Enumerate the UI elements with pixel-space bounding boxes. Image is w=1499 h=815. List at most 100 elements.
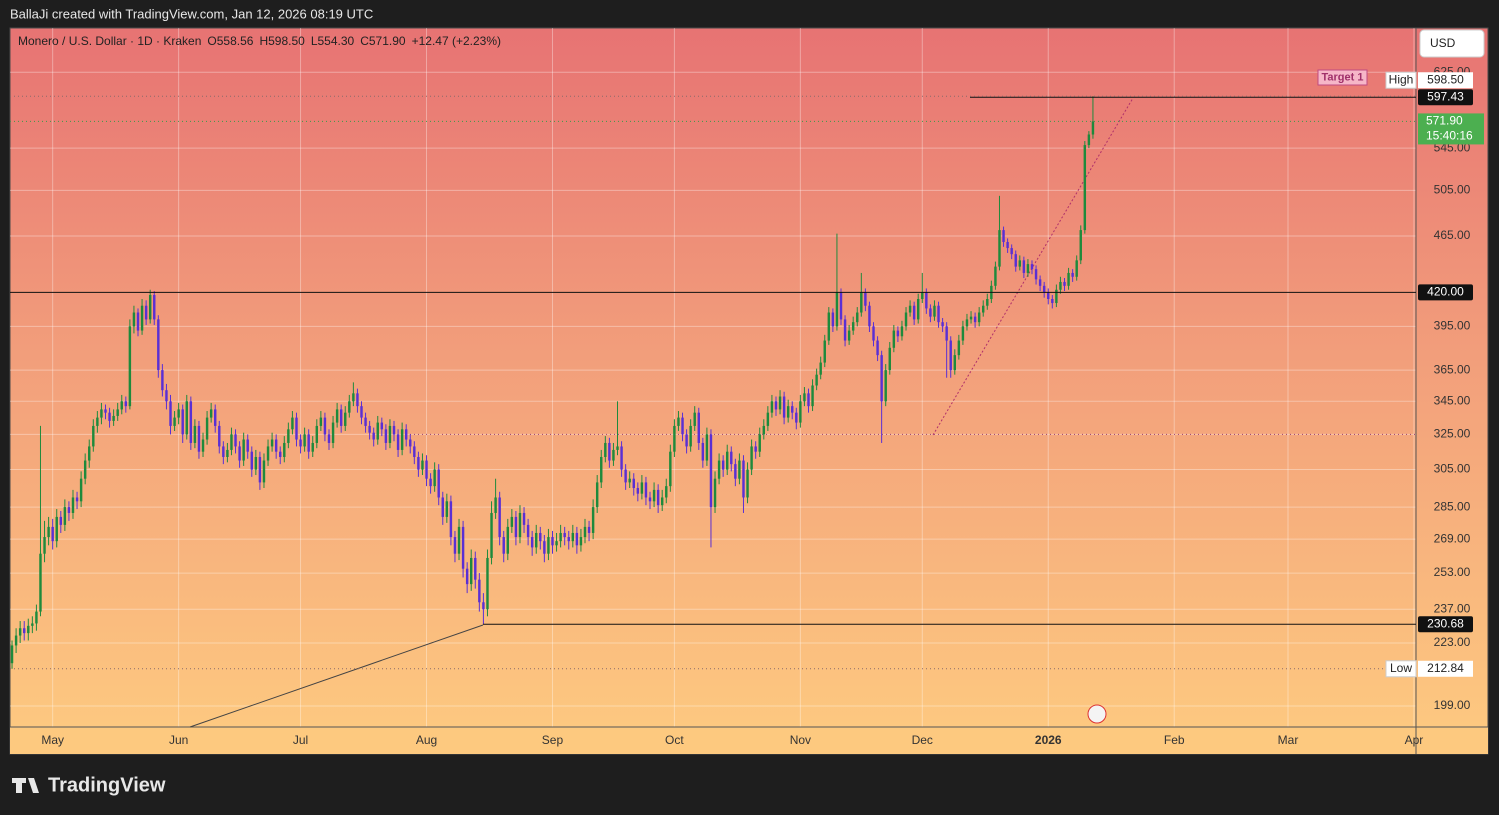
candle-body	[498, 497, 501, 538]
candle-body	[417, 456, 420, 470]
currency-button[interactable]	[1419, 29, 1485, 58]
candle-body	[652, 489, 656, 502]
candle-body	[376, 422, 379, 440]
candle-body	[925, 292, 928, 309]
candle-body	[864, 292, 867, 306]
candle-body	[900, 326, 904, 337]
candle-body	[677, 417, 680, 426]
candle-body	[778, 396, 782, 410]
candle-body	[530, 537, 534, 548]
candle-body	[880, 355, 883, 402]
candle-body	[83, 460, 87, 479]
candle-body	[1087, 134, 1091, 146]
level-label: 597.43	[1427, 89, 1464, 103]
x-tick-label: Oct	[665, 733, 684, 747]
x-tick-label: Aug	[416, 733, 437, 747]
target-label: Target 1	[1322, 71, 1364, 83]
candle-body	[234, 434, 237, 447]
candle-body	[27, 625, 30, 634]
grid	[10, 28, 1416, 727]
candle-body	[323, 417, 327, 435]
candle-body	[368, 425, 371, 433]
candle-body	[860, 292, 863, 313]
candle-body	[884, 370, 887, 402]
candle-body	[929, 308, 932, 317]
candle-body	[43, 537, 46, 554]
candle-body	[827, 312, 831, 341]
candle-body	[352, 393, 355, 402]
y-tick-label: 253.00	[1434, 565, 1471, 579]
candle-body	[774, 401, 778, 410]
candle-body	[124, 401, 128, 407]
candle-body	[807, 393, 810, 407]
candle-body	[441, 497, 444, 517]
candle-body	[660, 497, 664, 506]
candle-body	[270, 439, 274, 447]
candle-body	[173, 417, 176, 426]
candle-body	[189, 401, 193, 443]
candle-body	[916, 299, 920, 320]
candle-body	[786, 406, 790, 418]
candle-body	[953, 355, 957, 371]
candle-body	[795, 412, 798, 423]
candle-body	[502, 537, 505, 554]
candle-body	[144, 305, 148, 320]
legend: Monero / U.S. Dollar · 1D · Kraken O558.5…	[18, 34, 501, 48]
candle-body	[372, 432, 375, 440]
candle-body	[856, 312, 859, 323]
candle-body	[299, 439, 302, 447]
candle-body	[409, 439, 412, 447]
candle-body	[1059, 281, 1062, 290]
candle-body	[185, 401, 188, 435]
candle-body	[754, 446, 757, 452]
currency-label[interactable]: USD	[1430, 36, 1456, 50]
candle-body	[209, 409, 213, 418]
candle-body	[307, 434, 310, 452]
candle-body	[705, 434, 709, 461]
candle-body	[254, 456, 258, 470]
candle-body	[685, 434, 688, 447]
y-tick-label: 305.00	[1434, 462, 1471, 476]
candle-body	[595, 482, 599, 508]
candle-body	[758, 434, 761, 452]
candle-body	[746, 469, 749, 498]
candle-body	[35, 611, 38, 624]
candle-body	[608, 442, 611, 461]
candle-body	[791, 406, 794, 413]
candle-body	[161, 370, 164, 391]
candle-body	[604, 442, 607, 457]
candle-body	[461, 526, 465, 569]
countdown: 15:40:16	[1426, 129, 1473, 143]
marker-value: 598.50	[1427, 72, 1464, 86]
candle-body	[941, 322, 944, 327]
candle-body	[957, 340, 961, 356]
candle-body	[315, 425, 319, 443]
branding: TradingView	[48, 774, 166, 796]
candle-body	[937, 305, 940, 323]
candle-body	[287, 429, 290, 443]
candle-body	[872, 326, 875, 341]
candle-body	[453, 537, 457, 554]
candle-body	[888, 347, 891, 371]
candle-body	[157, 319, 160, 371]
candle-body	[819, 362, 822, 375]
candle-body	[266, 446, 270, 461]
candle-body	[295, 417, 298, 440]
level-label: 230.68	[1427, 616, 1464, 630]
candle-body	[177, 409, 180, 418]
x-tick-label: Sep	[542, 733, 564, 747]
candle-body	[75, 497, 79, 502]
current-price-box	[1418, 113, 1484, 145]
event-icon[interactable]	[1087, 704, 1107, 724]
candle-body	[63, 507, 67, 525]
trend-line	[189, 624, 484, 728]
candle-body	[396, 434, 400, 450]
logo-icon	[12, 778, 39, 793]
candle-body	[283, 442, 286, 457]
x-tick-label: Dec	[912, 733, 933, 747]
candle-body	[457, 526, 461, 554]
candle-body	[600, 456, 603, 483]
y-tick-label: 395.00	[1434, 319, 1471, 333]
candle-body	[18, 628, 22, 636]
candle-body	[449, 501, 453, 538]
